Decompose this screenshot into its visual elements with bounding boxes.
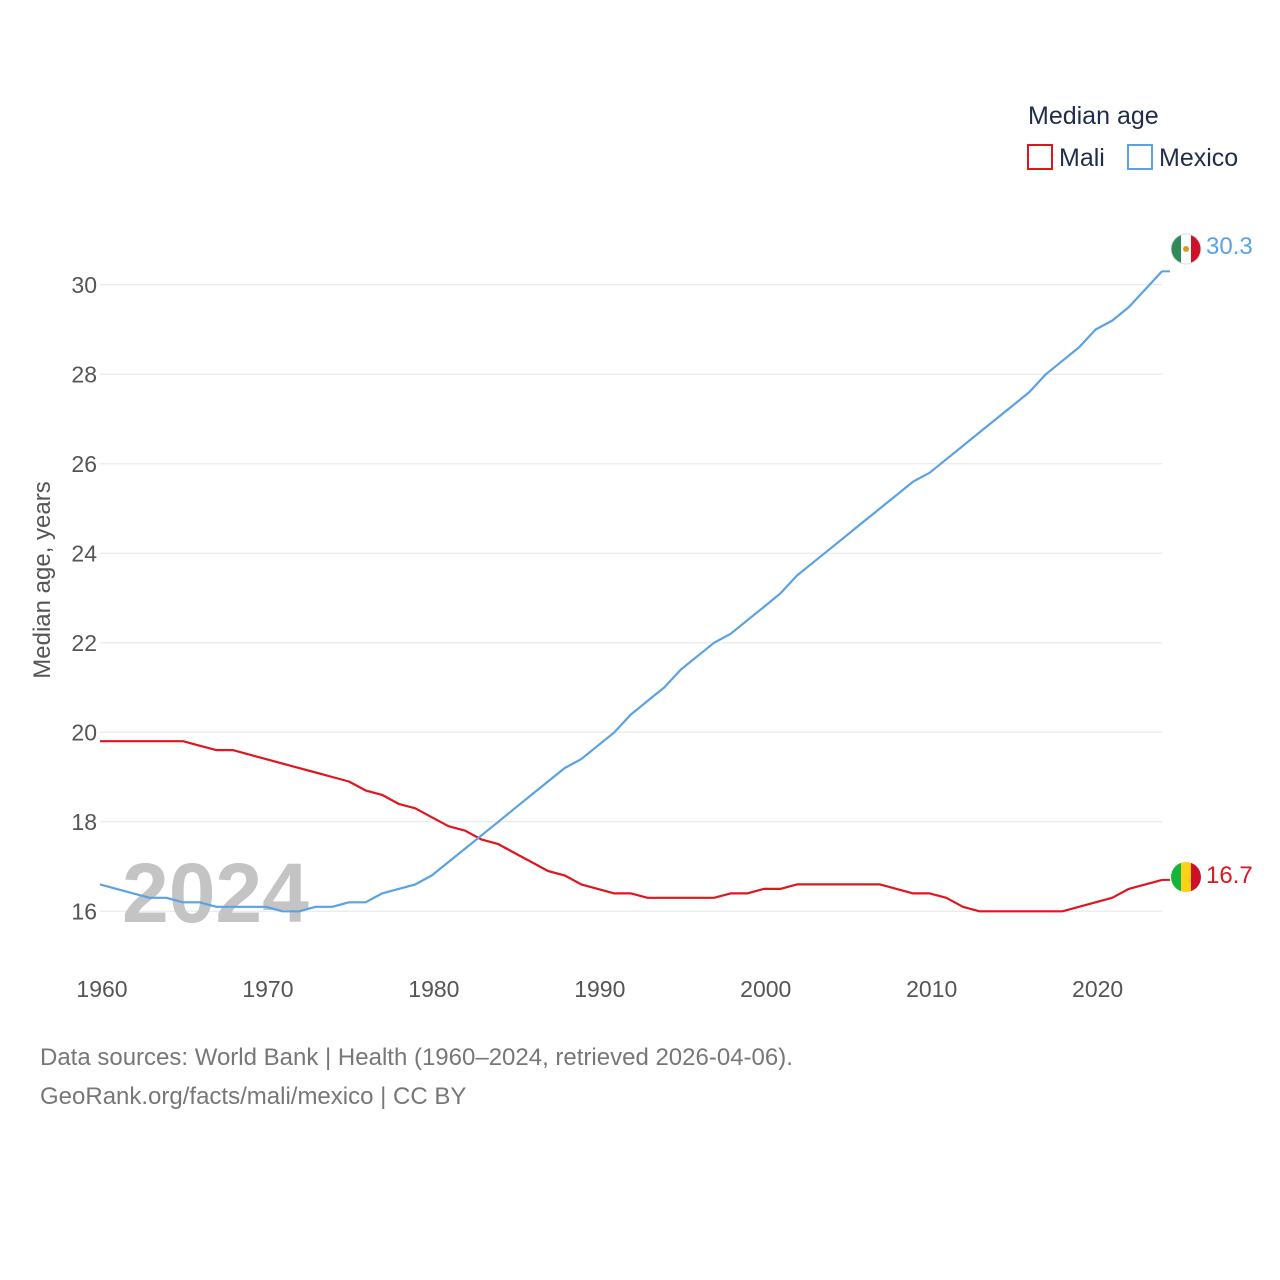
legend-title: Median age <box>1028 102 1159 130</box>
x-tick-label: 2020 <box>1072 976 1123 1002</box>
y-tick-label: 22 <box>71 630 97 656</box>
y-tick-label: 20 <box>71 719 97 745</box>
line-chart: 16 18 20 22 24 26 28 30 1960 1970 1980 1990 2000 201… <box>29 102 1253 1002</box>
end-label-mexico: 30.3 <box>1206 233 1253 260</box>
y-tick-label: 18 <box>71 809 97 835</box>
mexico-flag-icon <box>1171 234 1201 264</box>
series-lines <box>99 270 1170 913</box>
series-line-mexico <box>99 270 1163 913</box>
series-line-mali <box>100 740 1163 913</box>
x-tick-label: 1970 <box>242 976 293 1002</box>
legend-swatch-mali <box>1027 144 1053 170</box>
x-tick-label: 1980 <box>408 976 459 1002</box>
y-tick-label: 26 <box>71 451 97 477</box>
y-axis-label: Median age, years <box>29 481 56 678</box>
x-tick-label: 1990 <box>574 976 625 1002</box>
year-watermark: 2024 <box>122 846 309 940</box>
y-tick-label: 30 <box>71 272 97 298</box>
footer-link: GeoRank.org/facts/mali/mexico | CC BY <box>40 1083 467 1110</box>
x-axis-ticks: 1960 1970 1980 1990 2000 2010 2020 <box>76 976 1123 1002</box>
legend-swatch-mexico <box>1127 144 1153 170</box>
y-axis-ticks: 16 18 20 22 24 26 28 30 <box>71 272 97 925</box>
y-tick-label: 28 <box>71 361 97 387</box>
legend-label-mexico: Mexico <box>1159 144 1238 172</box>
gridlines <box>100 284 1162 912</box>
y-tick-label: 16 <box>71 898 97 924</box>
x-tick-label: 1960 <box>76 976 127 1002</box>
y-tick-label: 24 <box>71 540 97 566</box>
mexico-flag-border <box>1170 233 1202 265</box>
footer-sources: Data sources: World Bank | Health (1960–… <box>40 1044 793 1071</box>
end-label-mali: 16.7 <box>1206 862 1253 889</box>
x-tick-label: 2000 <box>740 976 791 1002</box>
legend-label-mali: Mali <box>1059 144 1105 172</box>
legend: Median age Mali Mexico <box>1027 102 1238 172</box>
x-tick-label: 2010 <box>906 976 957 1002</box>
mali-flag-icon <box>1171 862 1201 892</box>
